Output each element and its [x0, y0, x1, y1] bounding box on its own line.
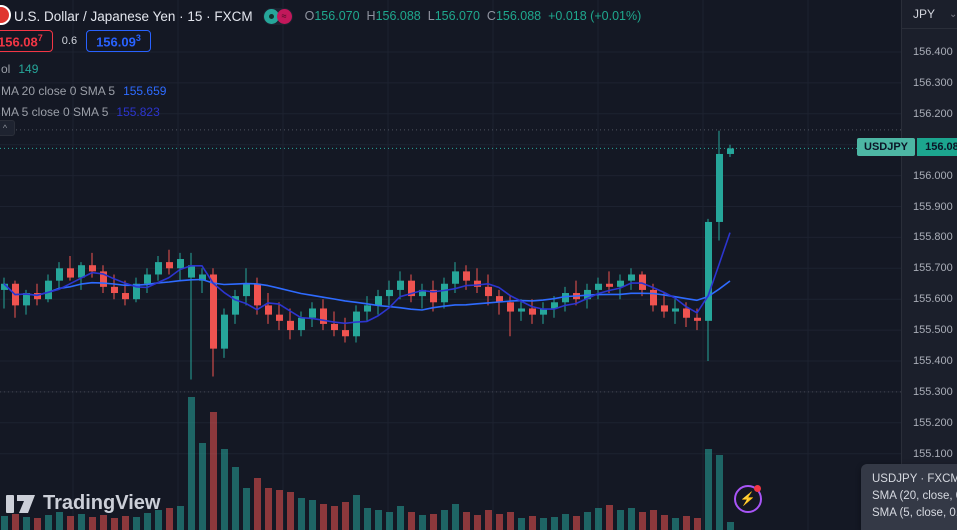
- price-tick: 156.200: [913, 107, 953, 120]
- price-tick: 155.600: [913, 293, 953, 306]
- notification-dot: [754, 485, 761, 492]
- volume-value: 149: [18, 62, 39, 76]
- tradingview-logo[interactable]: TradingView: [6, 492, 160, 515]
- lightning-icon: ⚡: [739, 491, 757, 506]
- price-tick: 155.900: [913, 200, 953, 213]
- price-tick: 155.300: [913, 385, 953, 398]
- price-axis[interactable]: JPY ⌄ 156.400 156.300 156.200 156.000 155.90…: [901, 0, 957, 530]
- data-window-line: USDJPY · FXCM, 1: [872, 473, 957, 485]
- tradingview-logo-text: TradingView: [43, 492, 161, 514]
- data-window-tooltip: USDJPY · FXCM, 1 SMA (20, close, 0, SMA …: [861, 464, 957, 530]
- data-window-line: SMA (5, close, 0, S: [872, 507, 957, 519]
- price-tick: 155.400: [913, 355, 953, 367]
- volume-legend-row[interactable]: ol 149: [1, 62, 39, 76]
- ticker-badge: USDJPY: [857, 138, 916, 157]
- ohlc-readout: O156.070 H156.088 L156.070 C156.088 +0.018 (…: [304, 9, 642, 23]
- price-tick: 156.300: [913, 76, 953, 89]
- symbol-status-toggle[interactable]: ≈: [262, 7, 293, 25]
- data-window-line: SMA (20, close, 0,: [872, 490, 957, 502]
- currency-dropdown[interactable]: JPY ⌄: [902, 0, 957, 29]
- collapse-legend-button[interactable]: ^: [0, 120, 15, 136]
- price-tick: 155.500: [913, 324, 953, 337]
- tradingview-mark-icon: [6, 494, 35, 513]
- notifications-icon: ≈: [276, 8, 292, 24]
- sma20-value: 155.659: [123, 84, 167, 98]
- buy-sell-panel: 156.087 0.6 156.093: [0, 30, 151, 53]
- currency-label: JPY: [913, 7, 936, 21]
- price-tick: 156.400: [913, 46, 953, 58]
- chevron-down-icon: ⌄: [949, 8, 957, 20]
- last-price-flag: USDJPY 156.088: [857, 138, 957, 157]
- market-open-icon: [263, 8, 279, 24]
- spread-value: 0.6: [61, 35, 78, 48]
- chart-canvas[interactable]: [0, 0, 901, 530]
- change-value: +0.018 (+0.01%): [548, 9, 642, 23]
- price-tick: 156.000: [913, 169, 953, 182]
- price-tick: 155.800: [913, 231, 953, 244]
- last-price-value: 156.088: [917, 138, 957, 157]
- price-tick: 155.700: [913, 262, 953, 275]
- buy-button[interactable]: 156.093: [86, 30, 151, 53]
- price-tick: 155.200: [913, 416, 953, 429]
- sell-button[interactable]: 156.087: [0, 30, 53, 53]
- sma5-value: 155.823: [116, 105, 160, 119]
- price-tick: 155.100: [913, 447, 953, 460]
- sma20-legend-row[interactable]: MA 20 close 0 SMA 5 155.659: [1, 84, 167, 98]
- quick-trade-button[interactable]: ⚡: [734, 485, 762, 513]
- sma5-legend-row[interactable]: MA 5 close 0 SMA 5 155.823: [1, 105, 160, 119]
- chevron-up-icon: ^: [2, 123, 8, 133]
- symbol-title[interactable]: U.S. Dollar / Japanese Yen · 15 · FXCM: [14, 8, 253, 24]
